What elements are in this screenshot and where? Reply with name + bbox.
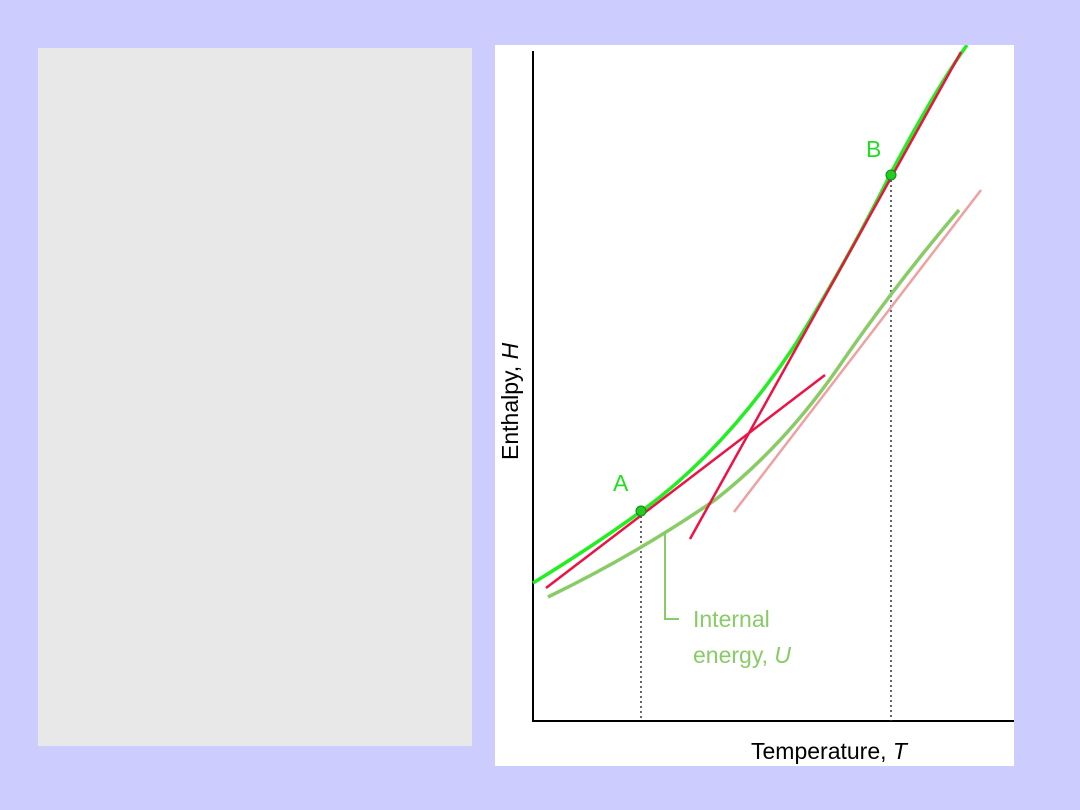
internal-energy-label-line1: Internal [693,606,770,632]
u-label-leader [664,533,679,620]
internal-energy-label-line2: energy, U [693,642,791,668]
y-axis-label: Enthalpy, H [497,342,523,460]
enthalpy-curve [532,45,969,585]
x-axis-label: Temperature, T [751,738,909,764]
internal-energy-tangent-line [733,189,982,513]
point-b-marker [885,169,897,181]
tangent-line-at-a [545,374,826,589]
internal-energy-curve [547,208,961,599]
tangent-line-at-b [688,51,963,540]
x-axis-label-text: Temperature, [751,738,887,764]
internal-energy-symbol: U [774,642,791,668]
y-axis-symbol: H [497,342,523,359]
point-b-label: B [866,136,881,162]
enthalpy-temperature-diagram: A B Internal energy, U Enthalpy, H Tempe… [495,45,1014,766]
point-a-marker [635,505,647,517]
y-axis-label-text: Enthalpy, [497,366,523,460]
x-axis-symbol: T [893,738,909,764]
point-a-label: A [613,470,629,496]
internal-energy-label-text: energy, [693,642,768,668]
blank-content-panel [38,48,472,746]
diagram-canvas: A B Internal energy, U Enthalpy, H Tempe… [497,45,1014,764]
